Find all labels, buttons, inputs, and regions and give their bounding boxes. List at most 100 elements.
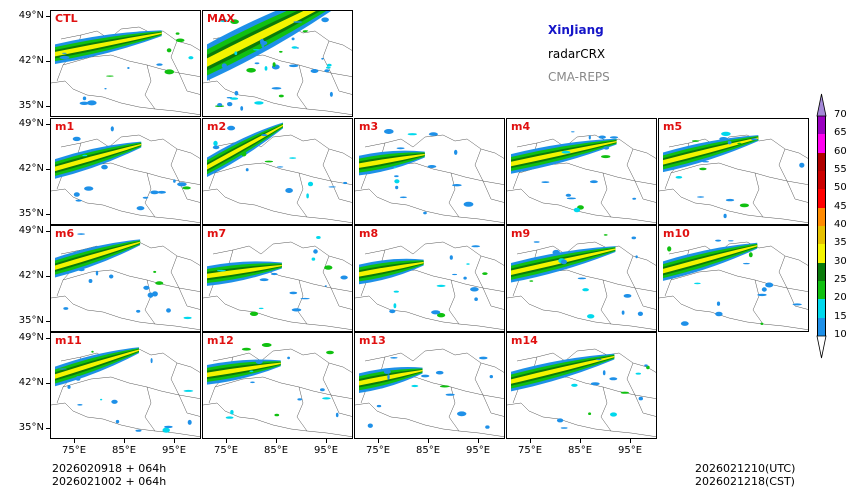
lon-tick-label: 95°E	[313, 445, 339, 456]
echo-cell	[489, 375, 493, 379]
colorbar-tick-label: 40	[834, 219, 847, 230]
echo-cell	[719, 137, 728, 141]
init-time-utc: 2026020918 + 064h	[52, 462, 167, 475]
echo-cell	[529, 280, 534, 282]
boundary-line	[170, 40, 200, 95]
echo-cell	[751, 138, 758, 141]
echo-cell	[715, 239, 722, 242]
boundary-line	[778, 255, 808, 310]
panel-label: m8	[359, 227, 379, 240]
boundary-line	[212, 241, 352, 266]
echo-cell	[646, 365, 650, 370]
echo-cell	[153, 270, 157, 273]
echo-area	[359, 261, 424, 277]
boundary-line	[364, 348, 504, 373]
colorbar-segment	[817, 281, 826, 300]
boundary-line	[203, 402, 352, 437]
lon-tick-mark	[630, 439, 631, 443]
echo-cell	[87, 100, 97, 106]
echo-cell	[326, 66, 331, 69]
colorbar-tick-label: 15	[834, 310, 847, 322]
echo-cell	[221, 63, 227, 69]
panel-m11: m11	[50, 332, 201, 439]
lon-tick-mark	[276, 439, 277, 443]
echo-cell	[287, 356, 290, 360]
lon-tick-mark	[580, 439, 581, 443]
echo-cell	[582, 288, 589, 292]
echo-cell	[395, 185, 399, 190]
echo-cell	[727, 140, 732, 145]
reflectivity-map	[355, 129, 504, 223]
echo-cell	[466, 263, 470, 265]
echo-cell	[589, 180, 598, 184]
panel-label: m7	[207, 227, 227, 240]
echo-cell	[127, 67, 130, 69]
panel-m5: m5	[658, 118, 809, 225]
lon-tick-label: 95°E	[465, 445, 491, 456]
boundary-line	[51, 402, 200, 437]
panel-m1: m1	[50, 118, 201, 225]
echo-cell	[437, 313, 446, 318]
echo-cell	[587, 314, 595, 319]
colorbar-tick-label: 65	[834, 127, 847, 139]
echo-cell	[182, 186, 191, 190]
echo-cell	[588, 135, 591, 140]
boundary-line	[659, 295, 808, 330]
echo-cell	[799, 162, 805, 168]
echo-cell	[279, 50, 283, 53]
echo-cell	[723, 213, 727, 219]
boundary-line	[778, 148, 808, 203]
echo-cell	[454, 149, 458, 155]
echo-cell	[609, 377, 618, 381]
echo-cell	[329, 91, 333, 97]
echo-cell	[428, 132, 438, 136]
echo-cell	[246, 68, 256, 73]
panel-label: m6	[55, 227, 75, 240]
echo-cell	[757, 293, 767, 297]
panel-label: m10	[663, 227, 690, 240]
boundary-line	[626, 362, 656, 417]
lat-tick-mark	[46, 16, 50, 17]
echo-cell	[258, 307, 264, 310]
lat-tick-label: 42°N	[18, 55, 44, 66]
echo-cell	[150, 358, 153, 364]
echo-cell	[485, 425, 490, 429]
echo-cell	[421, 374, 430, 378]
echo-cell	[106, 75, 114, 77]
echo-cell	[143, 285, 150, 290]
echo-cell	[240, 106, 244, 111]
echo-cell	[637, 311, 643, 316]
echo-cell	[183, 389, 194, 392]
echo-cell	[324, 265, 333, 270]
echo-cell	[212, 145, 220, 150]
echo-cell	[260, 38, 264, 44]
echo-cell	[623, 294, 632, 298]
echo-cell	[340, 275, 348, 280]
echo-cell	[321, 17, 329, 23]
boundary-line	[170, 362, 200, 417]
echo-cell	[306, 193, 309, 199]
echo-cell	[667, 246, 672, 252]
reflectivity-map	[507, 234, 656, 330]
echo-cell	[136, 206, 145, 211]
echo-cell	[135, 429, 142, 432]
echo-cell	[394, 175, 399, 178]
echo-cell	[296, 47, 299, 49]
echo-cell	[560, 427, 568, 429]
echo-cell	[264, 66, 268, 71]
boundary-line	[214, 162, 352, 185]
echo-area	[511, 355, 615, 384]
boundary-line	[659, 188, 808, 223]
echo-cell	[270, 272, 278, 276]
boundary-line	[60, 348, 200, 373]
echo-cell	[219, 19, 228, 23]
echo-cell	[394, 179, 400, 184]
boundary-line	[51, 80, 200, 115]
echo-cell	[73, 192, 80, 197]
echo-cell	[765, 282, 774, 288]
reflectivity-map	[507, 348, 656, 437]
echo-cell	[183, 316, 192, 320]
echo-cell	[737, 142, 742, 145]
echo-cell	[67, 385, 71, 389]
boundary-line	[448, 279, 460, 325]
